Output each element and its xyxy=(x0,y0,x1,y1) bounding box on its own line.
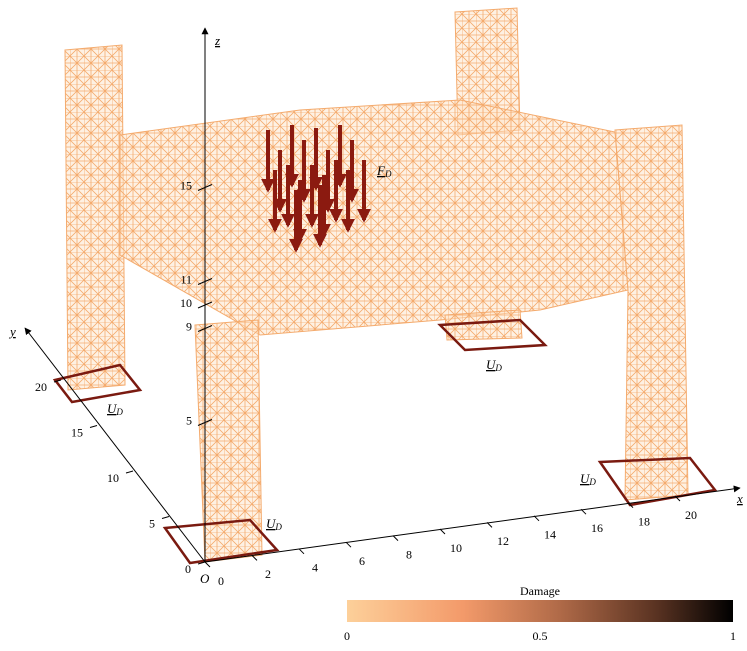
colorbar-tick-label: 0.5 xyxy=(533,629,548,643)
z-tick-label: 11 xyxy=(180,272,192,286)
y-tick-label: 10 xyxy=(107,471,119,485)
x-tick-label: 14 xyxy=(544,528,556,542)
x-tick xyxy=(345,541,352,548)
truss xyxy=(64,7,689,563)
support-label: UD xyxy=(107,401,123,417)
y-tick-label: 20 xyxy=(35,380,47,394)
z-tick-label: 9 xyxy=(186,319,192,333)
x-axis-label: x xyxy=(736,491,743,506)
x-tick-label: 2 xyxy=(265,567,271,581)
symbol: U xyxy=(486,357,497,372)
support-label: UD xyxy=(486,357,502,373)
support xyxy=(597,456,718,507)
x-tick xyxy=(674,495,681,502)
symbol: F xyxy=(376,163,386,178)
z-tick xyxy=(197,301,213,309)
z-tick-label: 5 xyxy=(186,413,192,427)
x-tick xyxy=(439,528,446,535)
y-tick-label: 15 xyxy=(71,425,83,439)
y-tick-label: 0 xyxy=(185,562,191,576)
y-tick xyxy=(53,379,62,383)
x-tick-label: 4 xyxy=(312,561,318,575)
pillar xyxy=(64,44,126,391)
x-tick xyxy=(392,535,399,541)
pillar xyxy=(614,124,689,501)
force-label: FD xyxy=(376,163,392,179)
x-tick-label: 6 xyxy=(359,554,365,568)
x-tick-label: 20 xyxy=(685,508,697,522)
symbol: U xyxy=(266,516,277,531)
x-tick xyxy=(298,548,305,555)
x-tick xyxy=(204,561,211,568)
subscript: D xyxy=(588,477,596,487)
symbol: U xyxy=(107,401,118,416)
x-tick xyxy=(251,555,258,561)
z-tick xyxy=(197,325,213,332)
subscript: D xyxy=(384,169,392,179)
z-tick-label: 10 xyxy=(180,296,192,310)
z-tick xyxy=(197,184,213,191)
force-arrows xyxy=(261,125,371,253)
z-tick-label: 15 xyxy=(180,178,192,192)
supports xyxy=(52,318,718,565)
colorbar xyxy=(347,600,733,622)
x-tick-label: 8 xyxy=(406,547,412,561)
axes xyxy=(24,27,741,568)
z-tick xyxy=(197,419,213,426)
x-tick-label: 16 xyxy=(591,521,603,535)
support-label: UD xyxy=(580,471,596,487)
origin-label: O xyxy=(200,571,210,586)
y-axis xyxy=(24,327,206,563)
x-tick-label: 18 xyxy=(638,514,650,528)
plate xyxy=(119,99,629,336)
y-tick xyxy=(197,561,206,565)
x-tick xyxy=(486,522,493,528)
support xyxy=(437,318,548,352)
symbol: U xyxy=(580,471,591,486)
y-axis-label: y xyxy=(8,324,16,339)
x-tick xyxy=(580,508,587,515)
y-tick xyxy=(89,425,98,428)
subscript: D xyxy=(115,407,123,417)
x-tick-label: 0 xyxy=(218,574,224,588)
z-tick xyxy=(197,278,213,285)
subscript: D xyxy=(274,522,282,532)
x-tick-label: 10 xyxy=(450,541,462,555)
x-tick-label: 12 xyxy=(497,534,509,548)
y-tick xyxy=(125,470,134,474)
support xyxy=(52,363,143,404)
x-tick xyxy=(533,515,540,522)
support xyxy=(162,518,280,565)
support-label: UD xyxy=(266,516,282,532)
y-tick xyxy=(161,516,170,519)
pillar xyxy=(194,319,263,563)
colorbar-tick-label: 0 xyxy=(344,629,350,643)
x-tick xyxy=(627,502,634,508)
x-axis xyxy=(204,485,741,563)
colorbar-tick-label: 1 xyxy=(730,629,736,643)
colorbar-title: Damage xyxy=(520,584,560,598)
subscript: D xyxy=(494,363,502,373)
y-tick-label: 5 xyxy=(149,516,155,530)
z-axis-label: z xyxy=(214,33,220,48)
